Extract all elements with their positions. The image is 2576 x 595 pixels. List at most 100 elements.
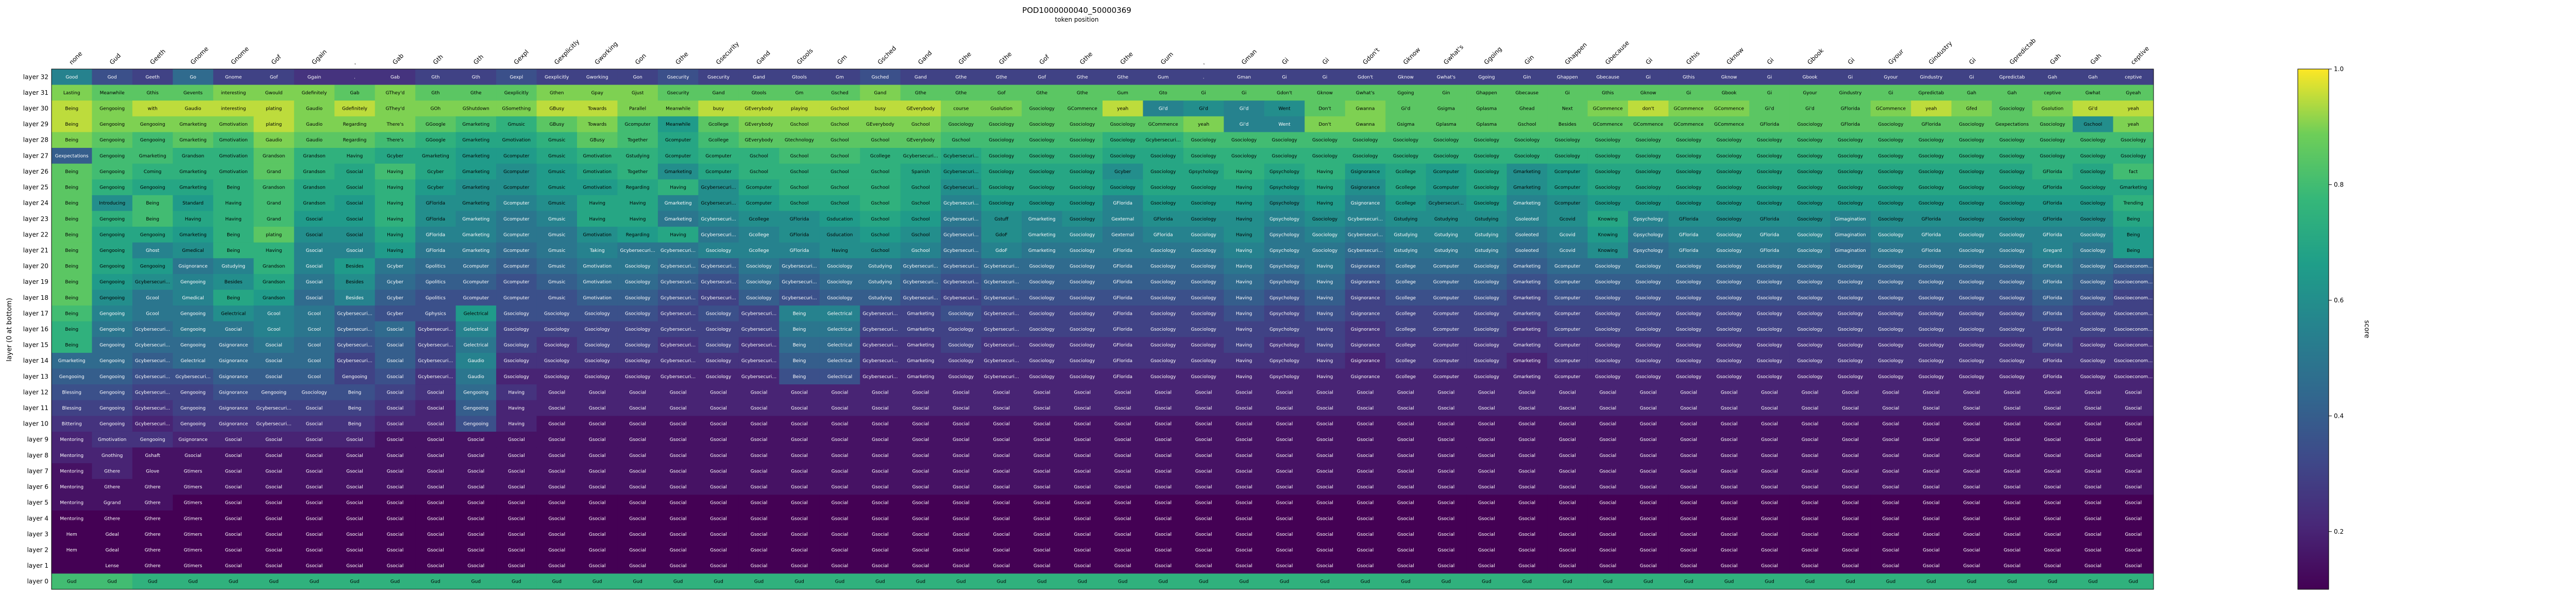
heatmap-cell	[1304, 148, 1346, 164]
cell-label: Gsocial	[751, 406, 768, 411]
cell-label: Gsocial	[1397, 564, 1414, 569]
cell-label: Gsociology	[1757, 311, 1783, 316]
cell-label: Gsociology	[2121, 154, 2146, 159]
cell-label: GCommence	[1714, 107, 1744, 112]
heatmap-cell	[1668, 163, 1709, 180]
cell-label: Gsociology	[706, 311, 732, 316]
cell-label: Gsocial	[1761, 422, 1778, 427]
heatmap-cell	[253, 116, 295, 132]
heatmap-cell	[1789, 163, 1831, 180]
cell-label: Having	[387, 232, 403, 237]
cell-label: Gsocial	[953, 453, 970, 458]
cell-label: Gsociology	[1757, 138, 1783, 143]
cell-label: Gsociology	[1514, 138, 1540, 143]
cell-label: Gud	[1926, 580, 1936, 585]
cell-label: GFlorida	[790, 217, 809, 222]
y-tick-label: layer 0	[27, 578, 48, 585]
cell-label: Gsocial	[1357, 532, 1374, 537]
cell-label: Gcybersecuri…	[418, 327, 453, 332]
cell-label: Gsocial	[1316, 485, 1333, 490]
cell-label: Gcool	[308, 311, 320, 316]
heatmap-cell	[617, 148, 658, 164]
heatmap-cell	[375, 84, 416, 101]
cell-label: Gsocial	[589, 422, 606, 427]
cell-label: Gsocial	[1155, 453, 1172, 458]
cell-label: Gsociology	[1191, 327, 1217, 332]
cell-label: Gcybersecuri…	[660, 359, 696, 364]
cell-label: Gexpectations	[55, 154, 89, 159]
cell-label: Having	[1236, 201, 1252, 206]
cell-label: Gsociology	[706, 343, 732, 348]
cell-label: Gsociology	[2080, 311, 2106, 316]
cell-label: Gsocial	[993, 453, 1010, 458]
cell-label: Gmotivation	[219, 138, 247, 143]
cell-label: Gsociology	[1029, 264, 1055, 269]
cell-label: Gschool	[871, 201, 890, 206]
cell-label: Gm	[795, 91, 804, 96]
heatmap-cell	[1143, 116, 1184, 132]
cell-label: Gsocial	[225, 501, 242, 506]
cell-label: Gnothing	[101, 453, 123, 458]
cell-label: Gsocial	[1276, 406, 1293, 411]
cell-label: Gpsychology	[1269, 264, 1300, 269]
cell-label: Gah	[2088, 75, 2097, 80]
heatmap-cell	[1628, 148, 1669, 164]
cell-label: Having	[1236, 169, 1252, 175]
cell-label: Gon	[633, 75, 642, 80]
cell-label: Gcyber	[427, 185, 444, 191]
cell-label: Gsociology	[989, 138, 1014, 143]
cell-label: Being	[146, 201, 159, 206]
cell-label: Gsocial	[1842, 485, 1859, 490]
cell-label: Grandson	[263, 185, 285, 191]
cell-label: Glove	[146, 469, 159, 474]
cell-label: Gand	[713, 91, 725, 96]
heatmap-cell	[173, 100, 214, 117]
cell-label: Gengooing	[99, 217, 125, 222]
cell-label: Ghead	[1519, 107, 1534, 112]
heatmap-cell	[1506, 69, 1548, 86]
cell-label: Gsociology	[1999, 169, 2025, 175]
cell-label: Gsocial	[2004, 406, 2021, 411]
heatmap-cell	[1224, 148, 1265, 164]
cell-label: Gsocial	[1478, 390, 1495, 395]
heatmap-cell	[1466, 116, 1507, 132]
cell-label: Gud	[1482, 580, 1491, 585]
heatmap-cell	[92, 116, 133, 132]
cell-label: Gsocial	[1599, 532, 1616, 537]
cell-label: Gsociology	[1878, 185, 1904, 191]
cell-label: Gsocial	[306, 564, 323, 569]
cell-label: GCommence	[1148, 122, 1178, 127]
cell-label: Gsocial	[589, 564, 606, 569]
cell-label: Gsocial	[1842, 469, 1859, 474]
heatmap-cell	[213, 69, 254, 86]
cell-label: Gi'd	[1240, 107, 1249, 112]
x-tick-label: Gsecurity	[715, 40, 740, 66]
cell-label: Gsocial	[1074, 548, 1091, 553]
cell-label: Gwanna	[1356, 122, 1375, 127]
cell-label: Gsociology	[1029, 343, 1055, 348]
cell-label: Gsocial	[912, 501, 929, 506]
cell-label: Gengooing	[463, 406, 488, 411]
cell-label: Gsociology	[1474, 138, 1500, 143]
cell-label: Gsociology	[2080, 343, 2106, 348]
cell-label: Gud	[714, 580, 723, 585]
cell-label: Gum	[1117, 91, 1128, 96]
cell-label: Gsocial	[832, 390, 849, 395]
cell-label: Gsocial	[1357, 501, 1374, 506]
cell-label: Gmotivation	[583, 232, 612, 237]
x-axis-label: token position	[1055, 16, 1099, 23]
cell-label: Gud	[754, 580, 764, 585]
heatmap-cell	[2073, 84, 2114, 101]
cell-label: Gengooing	[180, 406, 206, 411]
heatmap-cell	[213, 148, 254, 164]
cell-label: Gsocial	[1842, 390, 1859, 395]
cell-label: Gsocial	[1519, 548, 1536, 553]
x-tick-label: Gin	[1523, 54, 1535, 66]
colorbar-tick-label: 0.4	[2334, 412, 2344, 419]
cell-label: Gsocial	[346, 248, 363, 253]
heatmap-cell	[1547, 179, 1588, 196]
heatmap-cell	[1426, 84, 1467, 101]
cell-label: Being	[793, 375, 806, 380]
cell-label: Gsociology	[1757, 375, 1783, 380]
heatmap-cell	[213, 163, 254, 180]
